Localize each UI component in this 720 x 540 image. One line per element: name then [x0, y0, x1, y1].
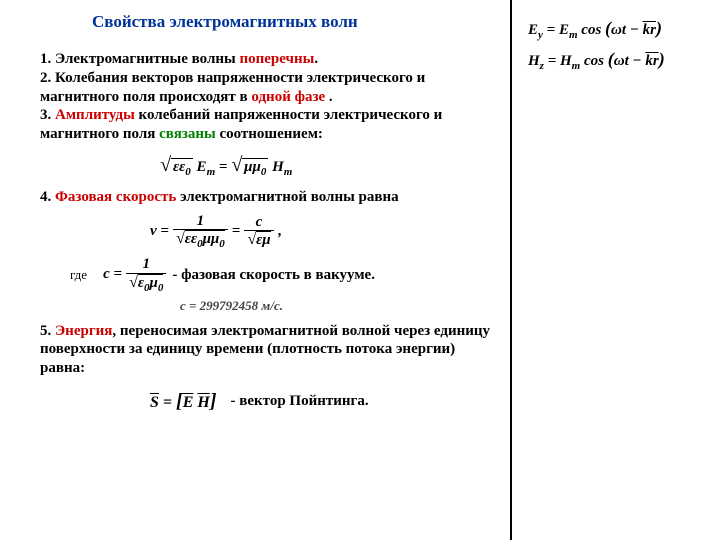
- vertical-divider: [510, 0, 512, 540]
- formula-amplitude: √εε0 Em = √μμ0 Hm: [160, 154, 710, 178]
- formula-phase-velocity: v = 1 √εε0μμ0 = c √εμ ,: [150, 213, 710, 251]
- item-3: 3. Амплитуды колебаний напряженности эле…: [40, 106, 500, 144]
- equation-hz: Hz = Hm cos (ωt − kr): [528, 49, 708, 72]
- where-row: где c = 1 √ε0μ0 - фазовая скорость в вак…: [70, 256, 710, 294]
- side-equations: Ey = Em cos (ωt − kr) Hz = Hm cos (ωt − …: [528, 18, 708, 80]
- equation-ey: Ey = Em cos (ωt − kr): [528, 18, 708, 41]
- phase-vacuum-label: - фазовая скорость в вакууме.: [172, 266, 375, 285]
- item-1: 1. Электромагнитные волны поперечны.: [40, 50, 500, 69]
- speed-of-light: c = 299792458 м/с.: [180, 298, 710, 314]
- item-5: 5. Энергия, переносимая электромагнитной…: [40, 322, 500, 378]
- poynting-label: - вектор Пойнтинга.: [231, 392, 369, 411]
- item-4: 4. Фазовая скорость электромагнитной вол…: [40, 188, 500, 207]
- item-2: 2. Колебания векторов напряженности элек…: [40, 69, 500, 107]
- poynting-row: S = [E H] - вектор Пойнтинга.: [150, 390, 710, 413]
